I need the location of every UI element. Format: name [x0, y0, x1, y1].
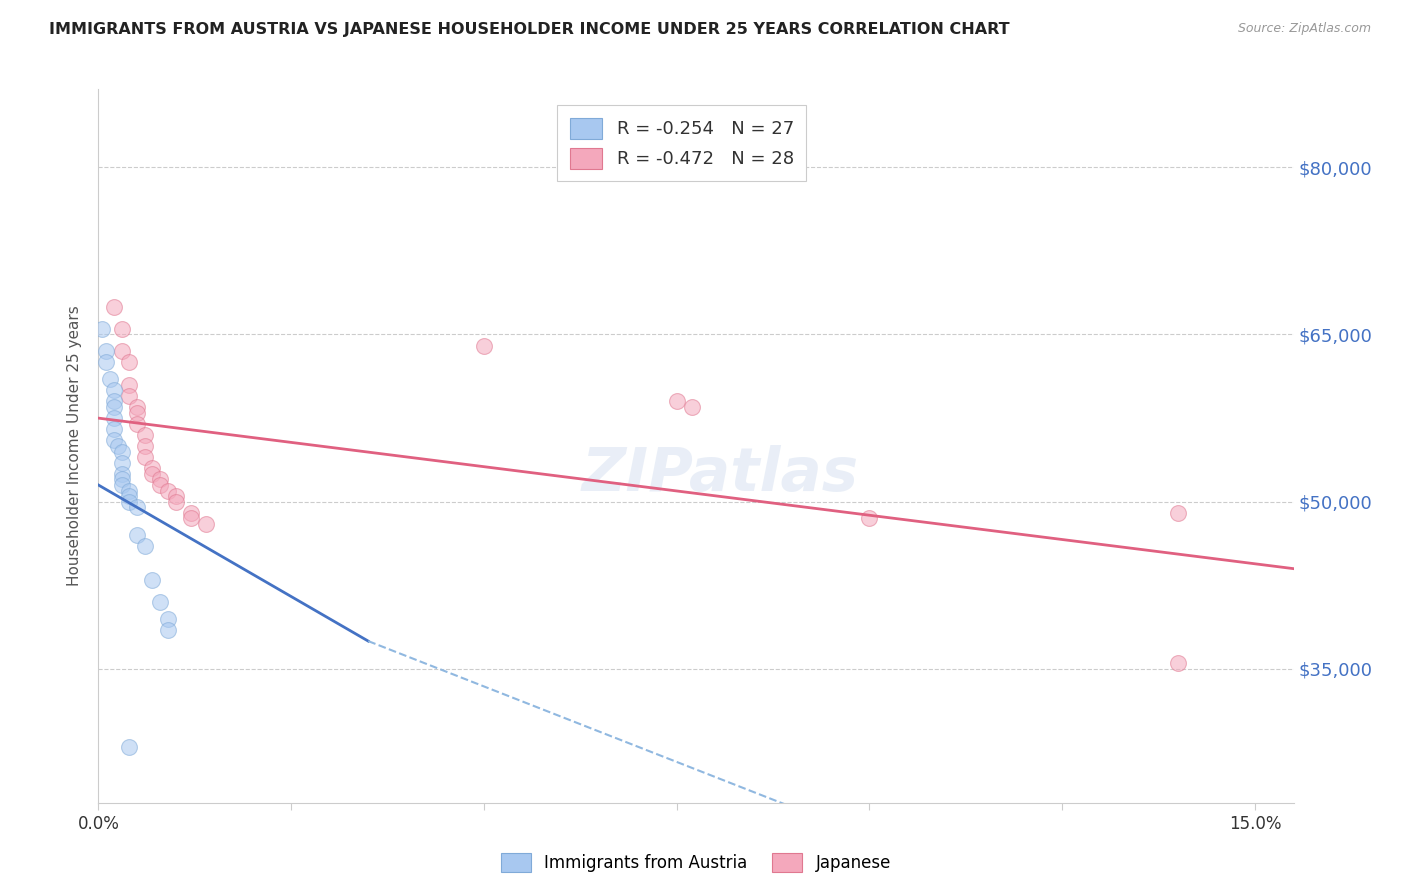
Point [156, 483, 179, 498]
Point [103, 400, 125, 414]
Point [149, 478, 172, 492]
Point [110, 456, 132, 470]
Point [125, 528, 148, 542]
Point [110, 344, 132, 359]
Point [125, 405, 148, 419]
Point [149, 595, 172, 609]
Point [141, 461, 163, 475]
Text: IMMIGRANTS FROM AUSTRIA VS JAPANESE HOUSEHOLDER INCOME UNDER 25 YEARS CORRELATIO: IMMIGRANTS FROM AUSTRIA VS JAPANESE HOUS… [49, 22, 1010, 37]
Point [180, 511, 202, 525]
Point [134, 427, 156, 442]
Point [118, 483, 141, 498]
Point [141, 573, 163, 587]
Point [858, 511, 880, 525]
Point [103, 422, 125, 436]
Point [134, 450, 156, 464]
Point [1167, 657, 1189, 671]
Point [118, 389, 141, 403]
Legend: Immigrants from Austria, Japanese: Immigrants from Austria, Japanese [492, 844, 900, 880]
Point [125, 500, 148, 515]
Point [125, 400, 148, 414]
Point [110, 473, 132, 487]
Point [103, 411, 125, 425]
Point [110, 478, 132, 492]
Point [98, 372, 121, 386]
Point [103, 394, 125, 409]
Point [110, 322, 132, 336]
Point [91, 322, 114, 336]
Point [125, 417, 148, 431]
Point [103, 384, 125, 398]
Point [110, 467, 132, 481]
Point [94, 355, 117, 369]
Point [165, 489, 187, 503]
Point [472, 338, 495, 352]
Point [665, 394, 688, 409]
Point [195, 517, 218, 532]
Point [156, 623, 179, 637]
Point [118, 740, 141, 755]
Point [180, 506, 202, 520]
Point [118, 489, 141, 503]
Point [94, 344, 117, 359]
Point [118, 494, 141, 508]
Text: ZIPatlas: ZIPatlas [581, 445, 859, 504]
Point [141, 467, 163, 481]
Y-axis label: Householder Income Under 25 years: Householder Income Under 25 years [67, 306, 83, 586]
Point [681, 400, 703, 414]
Text: Source: ZipAtlas.com: Source: ZipAtlas.com [1237, 22, 1371, 36]
Point [118, 377, 141, 392]
Point [1167, 506, 1189, 520]
Point [118, 355, 141, 369]
Point [107, 439, 129, 453]
Point [110, 444, 132, 458]
Point [103, 434, 125, 448]
Point [103, 300, 125, 314]
Point [134, 539, 156, 553]
Point [165, 494, 187, 508]
Point [156, 612, 179, 626]
Point [134, 439, 156, 453]
Point [149, 473, 172, 487]
